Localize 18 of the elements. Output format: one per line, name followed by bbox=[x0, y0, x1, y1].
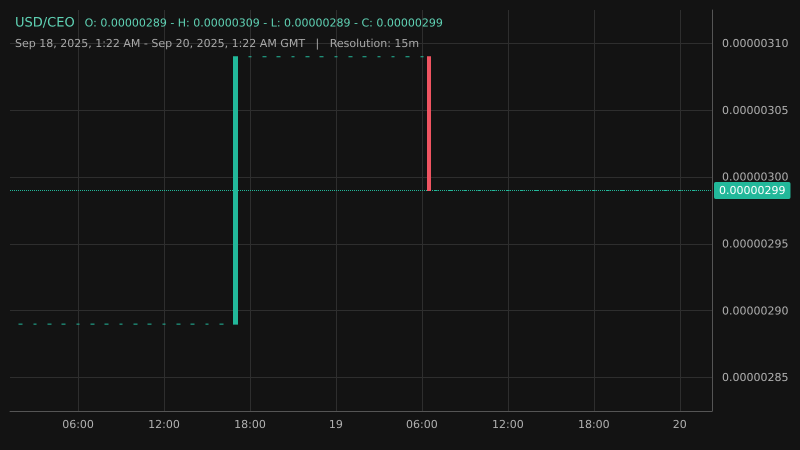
chart-title: USD/CEO bbox=[15, 16, 75, 30]
x-tick-label: 12:00 bbox=[148, 418, 180, 431]
y-tick-label: 0.00000290 bbox=[722, 304, 788, 318]
annotation: Sep 18, 2025, 1:22 AM - Sep 20, 2025, 1:22 AM GMT | Resolution: 15m bbox=[15, 37, 420, 50]
x-tick-label: 18:00 bbox=[234, 418, 266, 431]
y-tick-label: 0.00000310 bbox=[722, 36, 788, 50]
y-tick-label: 0.00000295 bbox=[722, 237, 788, 250]
x-tick-label: 18:00 bbox=[578, 418, 610, 431]
x-tick-label: 12:00 bbox=[492, 418, 524, 431]
y-tick-label: 0.00000300 bbox=[722, 170, 788, 184]
ref-line-label: 0.00000299 bbox=[719, 184, 786, 197]
x-tick-label: 06:00 bbox=[406, 418, 438, 431]
y-tick-label: 0.00000305 bbox=[722, 104, 788, 117]
x-tick-label: 20 bbox=[672, 418, 687, 431]
y-tick-label: 0.00000285 bbox=[722, 371, 788, 384]
x-tick-label: 06:00 bbox=[62, 418, 94, 431]
x-tick-label: 19 bbox=[328, 418, 343, 431]
text: O: 0.00000289 - H: 0.00000309 - L: 0.00000289 - C: 0.00000299 bbox=[84, 16, 443, 30]
